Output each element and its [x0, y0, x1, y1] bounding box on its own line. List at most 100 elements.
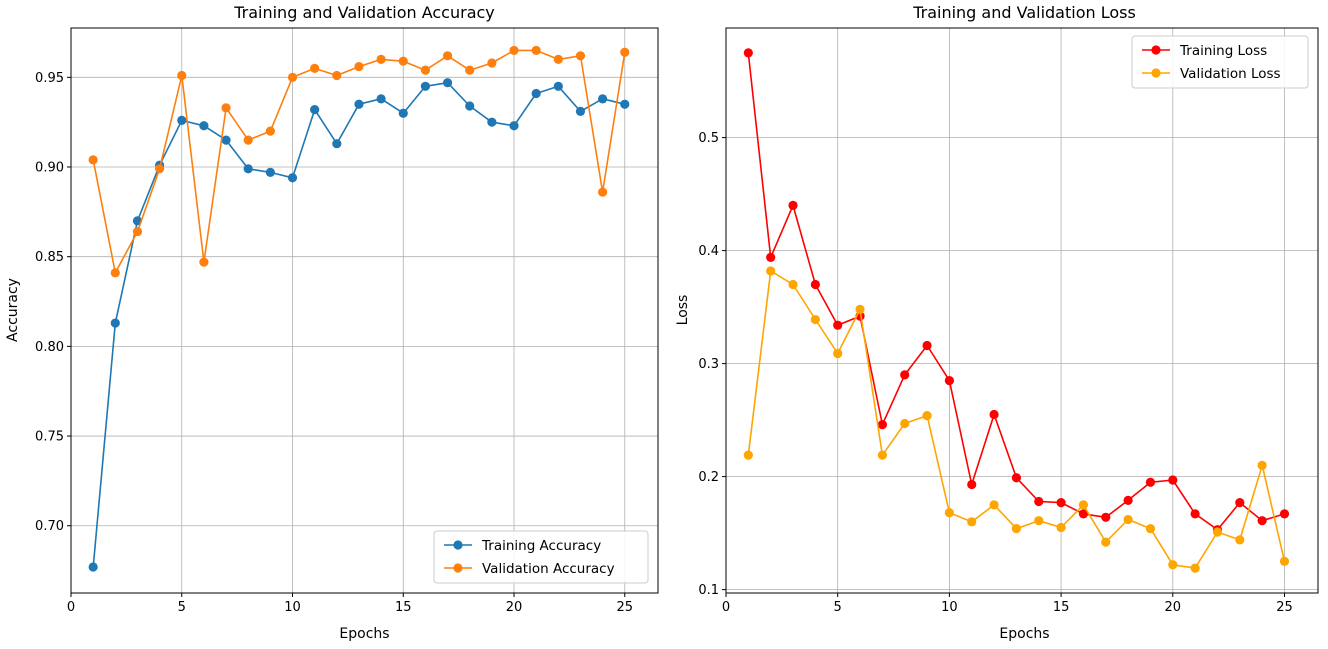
data-point	[442, 51, 453, 61]
legend-label: Training Accuracy	[481, 538, 601, 554]
x-tick-label: 5	[178, 600, 186, 615]
data-point	[1078, 500, 1089, 510]
data-point	[88, 155, 98, 165]
accuracy-chart-xlabel: Epochs	[339, 626, 389, 642]
accuracy-plot-frame	[70, 27, 659, 594]
legend-label: Validation Loss	[1180, 66, 1281, 82]
data-point	[944, 508, 954, 518]
data-point	[310, 63, 320, 73]
series-validation-accuracy	[88, 45, 630, 278]
x-tick-label: 25	[617, 600, 634, 615]
data-point	[265, 167, 275, 177]
data-point	[944, 375, 954, 386]
data-point	[1034, 516, 1044, 526]
y-tick-label: 0.75	[35, 430, 64, 445]
y-tick-label: 0.3	[698, 357, 719, 372]
data-point	[243, 135, 253, 145]
data-point	[1101, 537, 1111, 547]
data-point	[620, 47, 630, 57]
data-point	[1190, 563, 1200, 573]
data-point	[1123, 495, 1133, 505]
data-point	[310, 105, 320, 115]
data-point	[287, 72, 298, 82]
data-point	[1235, 498, 1245, 508]
data-point	[922, 340, 932, 351]
legend-swatch-marker	[453, 563, 463, 573]
data-point	[788, 200, 798, 211]
data-point	[598, 94, 608, 104]
data-point	[1145, 523, 1156, 534]
legend-swatch-marker	[1151, 68, 1161, 78]
series-training-loss	[743, 48, 1290, 535]
data-point	[1168, 560, 1178, 570]
accuracy-chart-ylabel: Accuracy	[5, 278, 21, 342]
y-tick-label: 0.70	[35, 519, 64, 534]
data-point	[442, 78, 453, 88]
data-point	[1235, 535, 1245, 545]
data-point	[900, 418, 910, 429]
series-line	[92, 81, 625, 568]
data-point	[877, 450, 887, 460]
data-point	[487, 117, 497, 127]
y-tick-label: 0.90	[35, 161, 64, 176]
x-tick-label: 10	[941, 600, 958, 615]
loss-chart: Training and Validation Loss Epochs Loss…	[675, 3, 1319, 642]
data-point	[509, 45, 519, 56]
y-tick-label: 0.5	[698, 131, 719, 146]
x-tick-label: 15	[1053, 600, 1070, 615]
data-point	[743, 450, 753, 460]
data-point	[265, 126, 275, 136]
loss-chart-ylabel: Loss	[675, 295, 691, 326]
data-point	[788, 279, 798, 290]
data-point	[922, 410, 932, 421]
data-point	[1123, 514, 1133, 525]
data-point	[177, 70, 187, 81]
x-tick-label: 10	[284, 600, 301, 615]
data-point	[1257, 516, 1267, 526]
accuracy-gridlines	[70, 28, 658, 593]
data-point	[332, 70, 342, 81]
data-point	[743, 48, 753, 58]
data-point	[989, 409, 999, 420]
data-point	[110, 268, 120, 278]
accuracy-legend: Training Accuracy Validation Accuracy	[433, 530, 649, 584]
data-point	[766, 252, 776, 262]
series-line	[92, 49, 626, 274]
data-point	[855, 304, 865, 314]
data-point	[620, 99, 630, 109]
y-tick-label: 0.85	[35, 250, 64, 265]
data-point	[553, 81, 563, 91]
data-point	[199, 121, 209, 131]
data-point	[332, 139, 342, 149]
data-point	[287, 173, 298, 183]
data-point	[1212, 527, 1223, 537]
data-point	[88, 562, 98, 572]
data-point	[1011, 473, 1022, 483]
data-point	[531, 88, 541, 99]
data-point	[354, 99, 364, 109]
data-point	[1056, 498, 1066, 508]
y-tick-label: 0.1	[698, 583, 719, 598]
data-point	[221, 135, 231, 145]
data-point	[833, 348, 843, 359]
x-tick-label: 0	[722, 600, 730, 615]
data-point	[1279, 509, 1290, 519]
y-tick-label: 0.95	[35, 71, 64, 86]
data-point	[177, 115, 187, 125]
loss-legend: Training Loss Validation Loss	[1131, 35, 1309, 89]
data-point	[598, 187, 608, 197]
data-point	[1257, 460, 1267, 470]
data-point	[155, 164, 165, 174]
data-point	[1101, 512, 1111, 522]
y-tick-label: 0.80	[35, 340, 64, 355]
legend-label: Validation Accuracy	[482, 561, 615, 577]
accuracy-chart-title: Training and Validation Accuracy	[233, 3, 495, 22]
legend-box	[1131, 35, 1309, 89]
data-point	[354, 61, 364, 72]
data-point	[989, 500, 999, 510]
data-point	[531, 45, 541, 56]
data-point	[1011, 523, 1022, 534]
data-point	[877, 420, 887, 430]
series-training-accuracy	[88, 78, 630, 572]
